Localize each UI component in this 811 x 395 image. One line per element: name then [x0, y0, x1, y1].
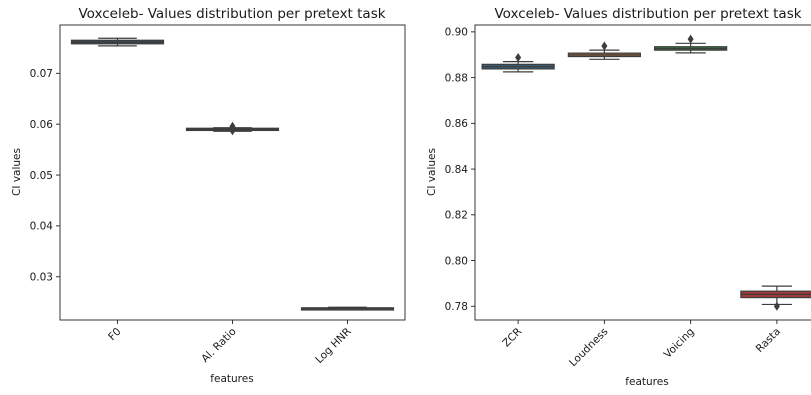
left-x-ticks: F0 Al. Ratio Log HNR: [106, 320, 354, 366]
x-tick-label: Voicing: [662, 326, 697, 361]
box-outlier: [773, 301, 780, 311]
left-y-axis-label: CI values: [11, 148, 23, 196]
y-tick-label: 0.04: [30, 221, 54, 233]
left-boxes: [70, 37, 395, 311]
y-tick-label: 0.84: [445, 164, 469, 176]
box-outlier: [229, 126, 236, 136]
right-x-axis-label: features: [625, 376, 668, 388]
box-outlier: [515, 52, 522, 62]
box-outlier: [229, 121, 236, 131]
right-y-ticks: 0.78 0.80 0.82 0.84 0.86 0.88 0.90: [445, 27, 475, 313]
x-tick-label: Rasta: [754, 326, 783, 355]
left-y-ticks: 0.03 0.04 0.05 0.06 0.07: [30, 68, 60, 284]
y-tick-label: 0.06: [30, 119, 54, 131]
y-tick-label: 0.07: [30, 68, 53, 80]
y-tick-label: 0.88: [445, 72, 468, 84]
right-y-axis-label: CI values: [426, 148, 438, 196]
x-tick-label: Al. Ratio: [199, 326, 238, 365]
x-tick-label: Log HNR: [313, 326, 353, 366]
y-tick-label: 0.80: [445, 255, 468, 267]
y-tick-label: 0.86: [445, 118, 469, 130]
x-tick-label: Loudness: [567, 326, 610, 369]
y-tick-label: 0.90: [445, 27, 468, 39]
left-chart: Voxceleb- Values distribution per pretex…: [11, 6, 406, 385]
right-x-ticks: ZCR Loudness Voicing Rasta: [500, 320, 783, 369]
box-outlier: [687, 34, 694, 44]
x-tick-label: F0: [106, 326, 123, 343]
right-chart: Voxceleb- Values distribution per pretex…: [426, 6, 811, 388]
y-tick-label: 0.78: [445, 301, 468, 313]
right-boxes: [481, 34, 811, 311]
right-plot-frame: [474, 24, 811, 321]
left-x-axis-label: features: [210, 373, 253, 385]
y-tick-label: 0.03: [30, 272, 53, 284]
y-tick-label: 0.05: [30, 170, 53, 182]
x-tick-label: ZCR: [500, 326, 524, 350]
left-plot-frame: [59, 24, 406, 321]
y-tick-label: 0.82: [445, 210, 468, 222]
right-chart-title: Voxceleb- Values distribution per pretex…: [494, 6, 801, 22]
left-chart-title: Voxceleb- Values distribution per pretex…: [78, 6, 385, 22]
box-outlier: [601, 41, 608, 51]
